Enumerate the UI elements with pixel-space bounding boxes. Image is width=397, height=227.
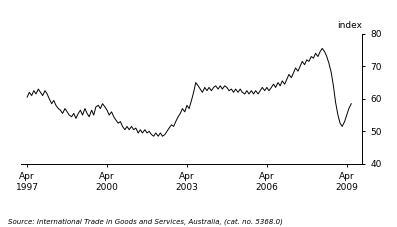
Text: Source: International Trade in Goods and Services, Australia, (cat. no. 5368.0): Source: International Trade in Goods and…	[8, 218, 283, 225]
Text: index: index	[337, 21, 362, 30]
